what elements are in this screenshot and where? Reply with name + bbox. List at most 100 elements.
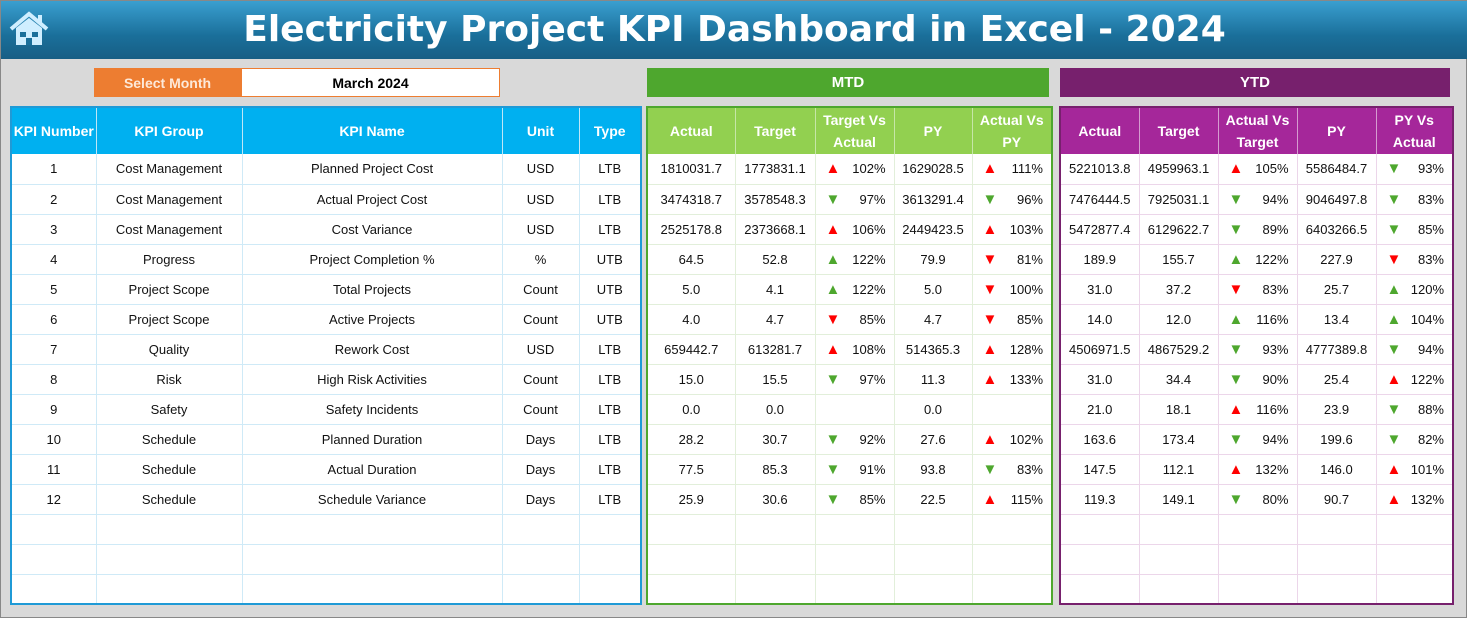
ytd-cell: 31.0 (1060, 364, 1140, 395)
down-arrow-green-icon: ▼ (1228, 220, 1244, 238)
ytd-cell: 5472877.4 (1060, 214, 1140, 245)
ytd-cell: ▲ 122% (1376, 364, 1454, 395)
up-arrow-red-icon: ▲ (825, 160, 841, 178)
ytd-cell: ▼ 82% (1376, 424, 1454, 455)
ytd-cell: 9046497.8 (1297, 184, 1377, 215)
ytd-cell: ▲ 116% (1218, 304, 1298, 335)
table-row: 7476444.5 7925031.1 ▼ 94% 9046497.8 ▼ 83% (1060, 184, 1454, 215)
down-arrow-green-icon: ▼ (825, 490, 841, 508)
ytd-cell: ▲ 122% (1218, 244, 1298, 275)
empty-cell (579, 544, 642, 575)
percent-value: 106% (852, 221, 886, 237)
kpi-cell: Total Projects (242, 274, 503, 305)
comparison: ▼ 89% (1219, 221, 1297, 238)
down-arrow-red-icon: ▼ (825, 310, 841, 328)
empty-row (11, 544, 642, 575)
mtd-cell: 64.5 (647, 244, 736, 275)
percent-value: 122% (852, 281, 886, 297)
comparison: ▼ 94% (1219, 191, 1297, 208)
down-arrow-red-icon: ▼ (1386, 250, 1402, 268)
mtd-cell: ▼ 83% (972, 454, 1053, 485)
table-row: 5472877.4 6129622.7 ▼ 89% 6403266.5 ▼ 85% (1060, 214, 1454, 245)
mtd-cell: ▼ 92% (815, 424, 895, 455)
kpi-cell: Count (502, 394, 580, 425)
ytd-cell: ▲ 101% (1376, 454, 1454, 485)
table-row: 4 Progress Project Completion %% UTB (11, 244, 642, 275)
percent-value: 83% (1016, 461, 1043, 477)
kpi-cell: 4 (11, 244, 97, 275)
mtd-cell: ▼ 85% (815, 484, 895, 515)
ytd-section-header: YTD (1060, 68, 1450, 97)
kpi-cell: Days (502, 424, 580, 455)
mtd-cell: 79.9 (894, 244, 973, 275)
mtd-cell: 5.0 (647, 274, 736, 305)
comparison: ▼ 94% (1219, 431, 1297, 448)
table-row: 7 Quality Rework Cost USD LTB (11, 334, 642, 365)
mtd-cell: 11.3 (894, 364, 973, 395)
percent-value: 132% (1410, 491, 1444, 507)
kpi-cell: 6 (11, 304, 97, 335)
comparison: ▼ 83% (1219, 281, 1297, 298)
down-arrow-green-icon: ▼ (825, 370, 841, 388)
table-row: 12 Schedule Schedule Variance Days LTB (11, 484, 642, 515)
percent-value: 92% (859, 431, 886, 447)
table-row: 2525178.8 2373668.1 ▲ 106% 2449423.5 ▲ 103% (647, 214, 1053, 245)
comparison: ▼ 85% (1377, 221, 1453, 238)
mtd-cell: ▼ 85% (972, 304, 1053, 335)
empty-cell (502, 514, 580, 545)
mtd-cell: 15.5 (735, 364, 816, 395)
down-arrow-green-icon: ▼ (1386, 190, 1402, 208)
up-arrow-red-icon: ▲ (1386, 490, 1402, 508)
percent-value: 120% (1410, 281, 1444, 297)
percent-value: 93% (1417, 161, 1444, 177)
comparison: ▲ 116% (1219, 311, 1297, 328)
kpi-cell: Actual Project Cost (242, 184, 503, 215)
percent-value: 122% (1255, 251, 1289, 267)
table-row: 25.9 30.6 ▼ 85% 22.5 ▲ 115% (647, 484, 1053, 515)
mtd-cell: 15.0 (647, 364, 736, 395)
percent-value: 89% (1262, 221, 1289, 237)
ytd-cell: 7476444.5 (1060, 184, 1140, 215)
home-icon[interactable] (7, 9, 51, 49)
comparison: ▲ 106% (816, 221, 894, 238)
kpi-cell: Project Completion % (242, 244, 503, 275)
comparison: ▼ 83% (1377, 251, 1453, 268)
empty-cell (815, 574, 895, 605)
comparison: ▼ 91% (816, 461, 894, 478)
comparison: ▼ 88% (1377, 401, 1453, 418)
empty-row (1060, 574, 1454, 605)
mtd-cell: ▼ 91% (815, 454, 895, 485)
mtd-cell: 85.3 (735, 454, 816, 485)
empty-row (11, 514, 642, 545)
table-row: 4506971.5 4867529.2 ▼ 93% 4777389.8 ▼ 94% (1060, 334, 1454, 365)
comparison: ▲ 105% (1219, 160, 1297, 177)
title-bar: Electricity Project KPI Dashboard in Exc… (1, 1, 1467, 59)
down-arrow-green-icon: ▼ (1228, 370, 1244, 388)
down-arrow-green-icon: ▼ (1386, 430, 1402, 448)
percent-value: 97% (859, 191, 886, 207)
ytd-cell: 147.5 (1060, 454, 1140, 485)
mtd-cell: 4.7 (894, 304, 973, 335)
comparison: ▲ 132% (1219, 461, 1297, 478)
kpi-cell: Cost Management (96, 214, 243, 245)
kpi-cell: Safety (96, 394, 243, 425)
kpi-cell: 10 (11, 424, 97, 455)
table-row: 2 Cost Management Actual Project Cost USD LT… (11, 184, 642, 215)
empty-cell (1139, 544, 1219, 575)
empty-cell (1218, 574, 1298, 605)
ytd-cell: ▼ 85% (1376, 214, 1454, 245)
month-dropdown[interactable]: March 2024 (241, 68, 500, 97)
empty-cell (1060, 574, 1140, 605)
table-row: 15.0 15.5 ▼ 97% 11.3 ▲ 133% (647, 364, 1053, 395)
down-arrow-green-icon: ▼ (1386, 220, 1402, 238)
ytd-cell: ▼ 94% (1218, 184, 1298, 215)
ytd-cell: 163.6 (1060, 424, 1140, 455)
ytd-cell: ▼ 93% (1376, 154, 1454, 185)
percent-value: 128% (1009, 341, 1043, 357)
empty-cell (1139, 514, 1219, 545)
ytd-cell: 14.0 (1060, 304, 1140, 335)
column-header: KPI Name (242, 107, 503, 154)
percent-value: 88% (1417, 401, 1444, 417)
percent-value: 83% (1262, 281, 1289, 297)
mtd-cell: ▼ 97% (815, 364, 895, 395)
